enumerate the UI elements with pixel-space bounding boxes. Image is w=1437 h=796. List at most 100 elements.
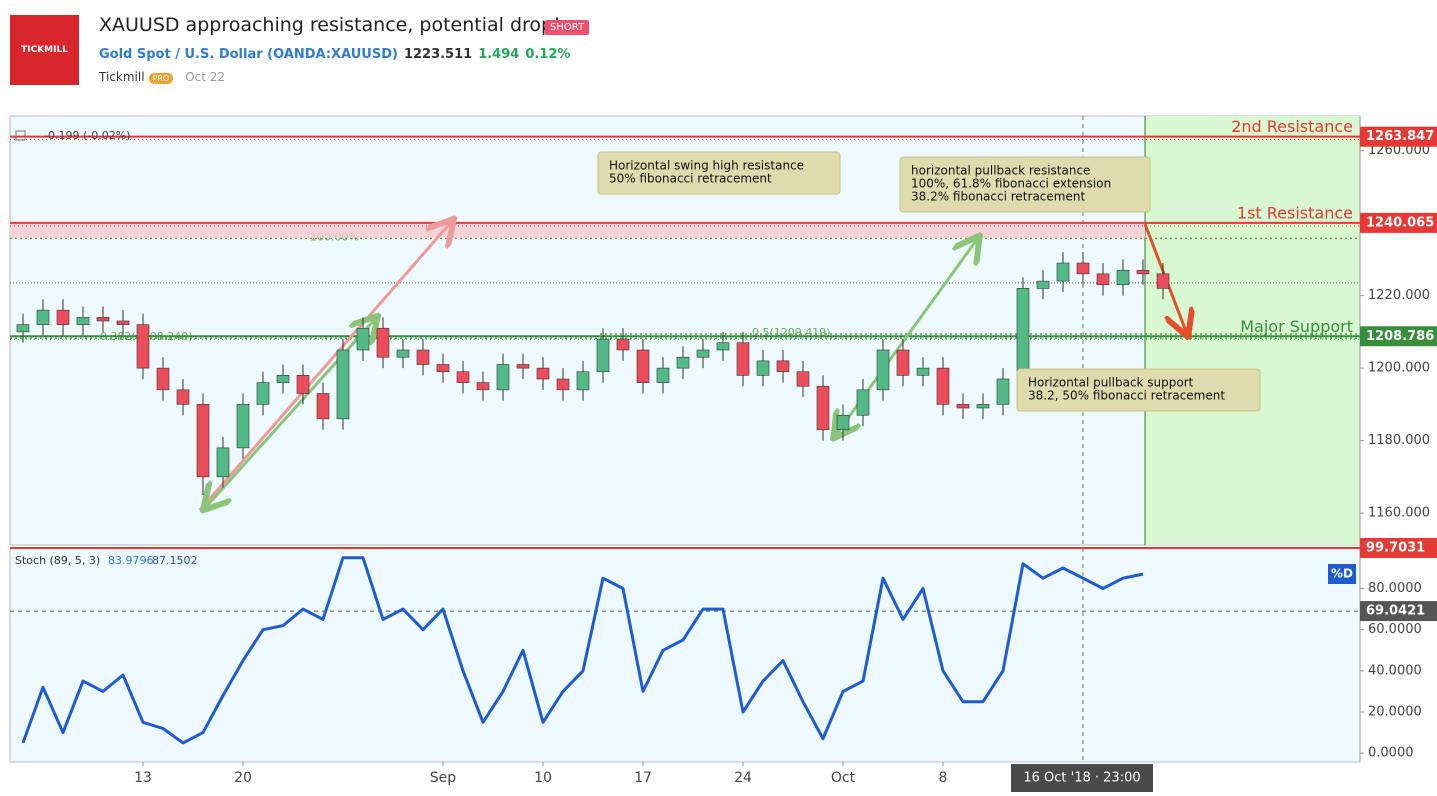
- level-tag: [1360, 212, 1437, 233]
- x-tick-label: 13: [134, 770, 152, 786]
- candle-body: [76, 317, 90, 325]
- candle-body: [456, 371, 470, 383]
- candle-body: [796, 371, 810, 387]
- author[interactable]: Tickmill: [99, 70, 145, 84]
- candle-body: [276, 375, 290, 383]
- price: 1223.511: [403, 47, 473, 62]
- candle-body: [1076, 262, 1090, 275]
- candle-body: [856, 389, 870, 416]
- level-tag: [1360, 326, 1437, 347]
- header: TICKMILL XAUUSD approaching resistance, …: [0, 0, 1437, 110]
- x-tick-label: Oct: [831, 770, 856, 786]
- candle-body: [536, 367, 550, 380]
- candle-body: [316, 393, 330, 420]
- stoch-k: 83.9796: [108, 554, 154, 567]
- level-value: 1240.065: [1366, 215, 1434, 230]
- x-tick-label: 10: [534, 770, 552, 786]
- candle-body: [476, 382, 490, 391]
- symbol[interactable]: Gold Spot / U.S. Dollar (OANDA:XAUUSD): [99, 47, 398, 62]
- candle-body: [216, 447, 230, 478]
- change-label: -0.199 (-0.02%): [44, 129, 130, 142]
- stoch-pane: [9, 547, 1361, 763]
- candle-body: [16, 324, 30, 333]
- annotation-text: 38.2% fibonacci retracement: [911, 190, 1085, 204]
- level-name: Major Support: [1240, 317, 1353, 336]
- candle-body: [816, 385, 830, 431]
- author-line: Tickmill PRO Oct 22: [99, 70, 225, 84]
- level-name: 2nd Resistance: [1231, 117, 1353, 136]
- series-name: %D: [1331, 567, 1353, 581]
- candle-body: [1016, 288, 1030, 380]
- logo: TICKMILL: [10, 15, 79, 85]
- candle-body: [596, 338, 610, 373]
- candle-body: [356, 327, 370, 351]
- change-pct: 0.12%: [525, 47, 571, 62]
- candle-body: [196, 404, 210, 478]
- pro-badge: PRO: [148, 73, 174, 84]
- annotation-text: 100%, 61.8% fibonacci extension: [911, 177, 1111, 191]
- candle-body: [956, 404, 970, 409]
- y-tick-label: 20.0000: [1368, 704, 1422, 719]
- candle-body: [116, 320, 130, 325]
- candle-body: [976, 404, 990, 409]
- y-tick-label: 1160.000: [1368, 506, 1430, 521]
- candle-body: [1056, 262, 1070, 282]
- idea-title: XAUUSD approaching resistance, potential…: [99, 14, 561, 36]
- candle-body: [576, 371, 590, 391]
- candle-body: [156, 367, 170, 391]
- legend-icon: [15, 130, 26, 141]
- candle-body: [396, 349, 410, 358]
- x-tick-label: 20: [234, 770, 252, 786]
- stoch-tag-value: 69.0421: [1366, 604, 1425, 619]
- arrow: [205, 318, 376, 508]
- y-tick-label: 1220.000: [1368, 288, 1430, 303]
- candle-body: [56, 309, 70, 325]
- x-tick-label: 8: [939, 770, 948, 786]
- candle-body: [1036, 280, 1050, 289]
- candle-body: [1136, 269, 1150, 275]
- x-tick-label: Sep: [430, 770, 457, 786]
- candle-body: [676, 356, 690, 369]
- stoch-legend: Stoch (89, 5, 3): [15, 554, 100, 567]
- y-tick-label: 1260.000: [1368, 143, 1430, 158]
- candle-body: [696, 349, 710, 358]
- candle-body: [436, 364, 450, 373]
- candle-body: [756, 360, 770, 376]
- candle-body: [916, 367, 930, 376]
- annotation-text: 50% fibonacci retracement: [609, 172, 772, 186]
- candle-body: [176, 389, 190, 405]
- level-tag: [1360, 126, 1437, 147]
- candle-body: [636, 349, 650, 383]
- candle-body: [496, 364, 510, 391]
- stoch-tag: [1360, 537, 1437, 558]
- y-tick-label: 40.0000: [1368, 663, 1422, 678]
- x-tick-label: 24: [734, 770, 752, 786]
- annotation-text: 38.2, 50% fibonacci retracement: [1028, 389, 1225, 403]
- level-value: 1263.847: [1366, 129, 1434, 144]
- candle-body: [96, 317, 110, 322]
- candle-body: [556, 378, 570, 391]
- candle-body: [516, 364, 530, 369]
- candle-body: [996, 378, 1010, 405]
- candle-body: [836, 414, 850, 431]
- change: 1.494: [478, 47, 520, 62]
- candle-body: [776, 360, 790, 373]
- candle-body: [236, 404, 250, 449]
- y-tick-label: 1200.000: [1368, 361, 1430, 376]
- annotation-text: Horizontal swing high resistance: [609, 159, 804, 173]
- y-tick-label: 1180.000: [1368, 433, 1430, 448]
- candle-body: [936, 367, 950, 405]
- candle-body: [136, 324, 150, 369]
- candle-body: [616, 338, 630, 351]
- y-tick-label: 60.0000: [1368, 622, 1422, 637]
- candle-body: [656, 367, 670, 383]
- candle-body: [416, 349, 430, 365]
- candle-body: [1116, 269, 1130, 286]
- x-tick-label: 17: [634, 770, 652, 786]
- annotation-box: [1016, 368, 1261, 412]
- y-tick-label: 80.0000: [1368, 581, 1422, 596]
- series-tag: [1328, 564, 1356, 584]
- candle-body: [716, 342, 730, 351]
